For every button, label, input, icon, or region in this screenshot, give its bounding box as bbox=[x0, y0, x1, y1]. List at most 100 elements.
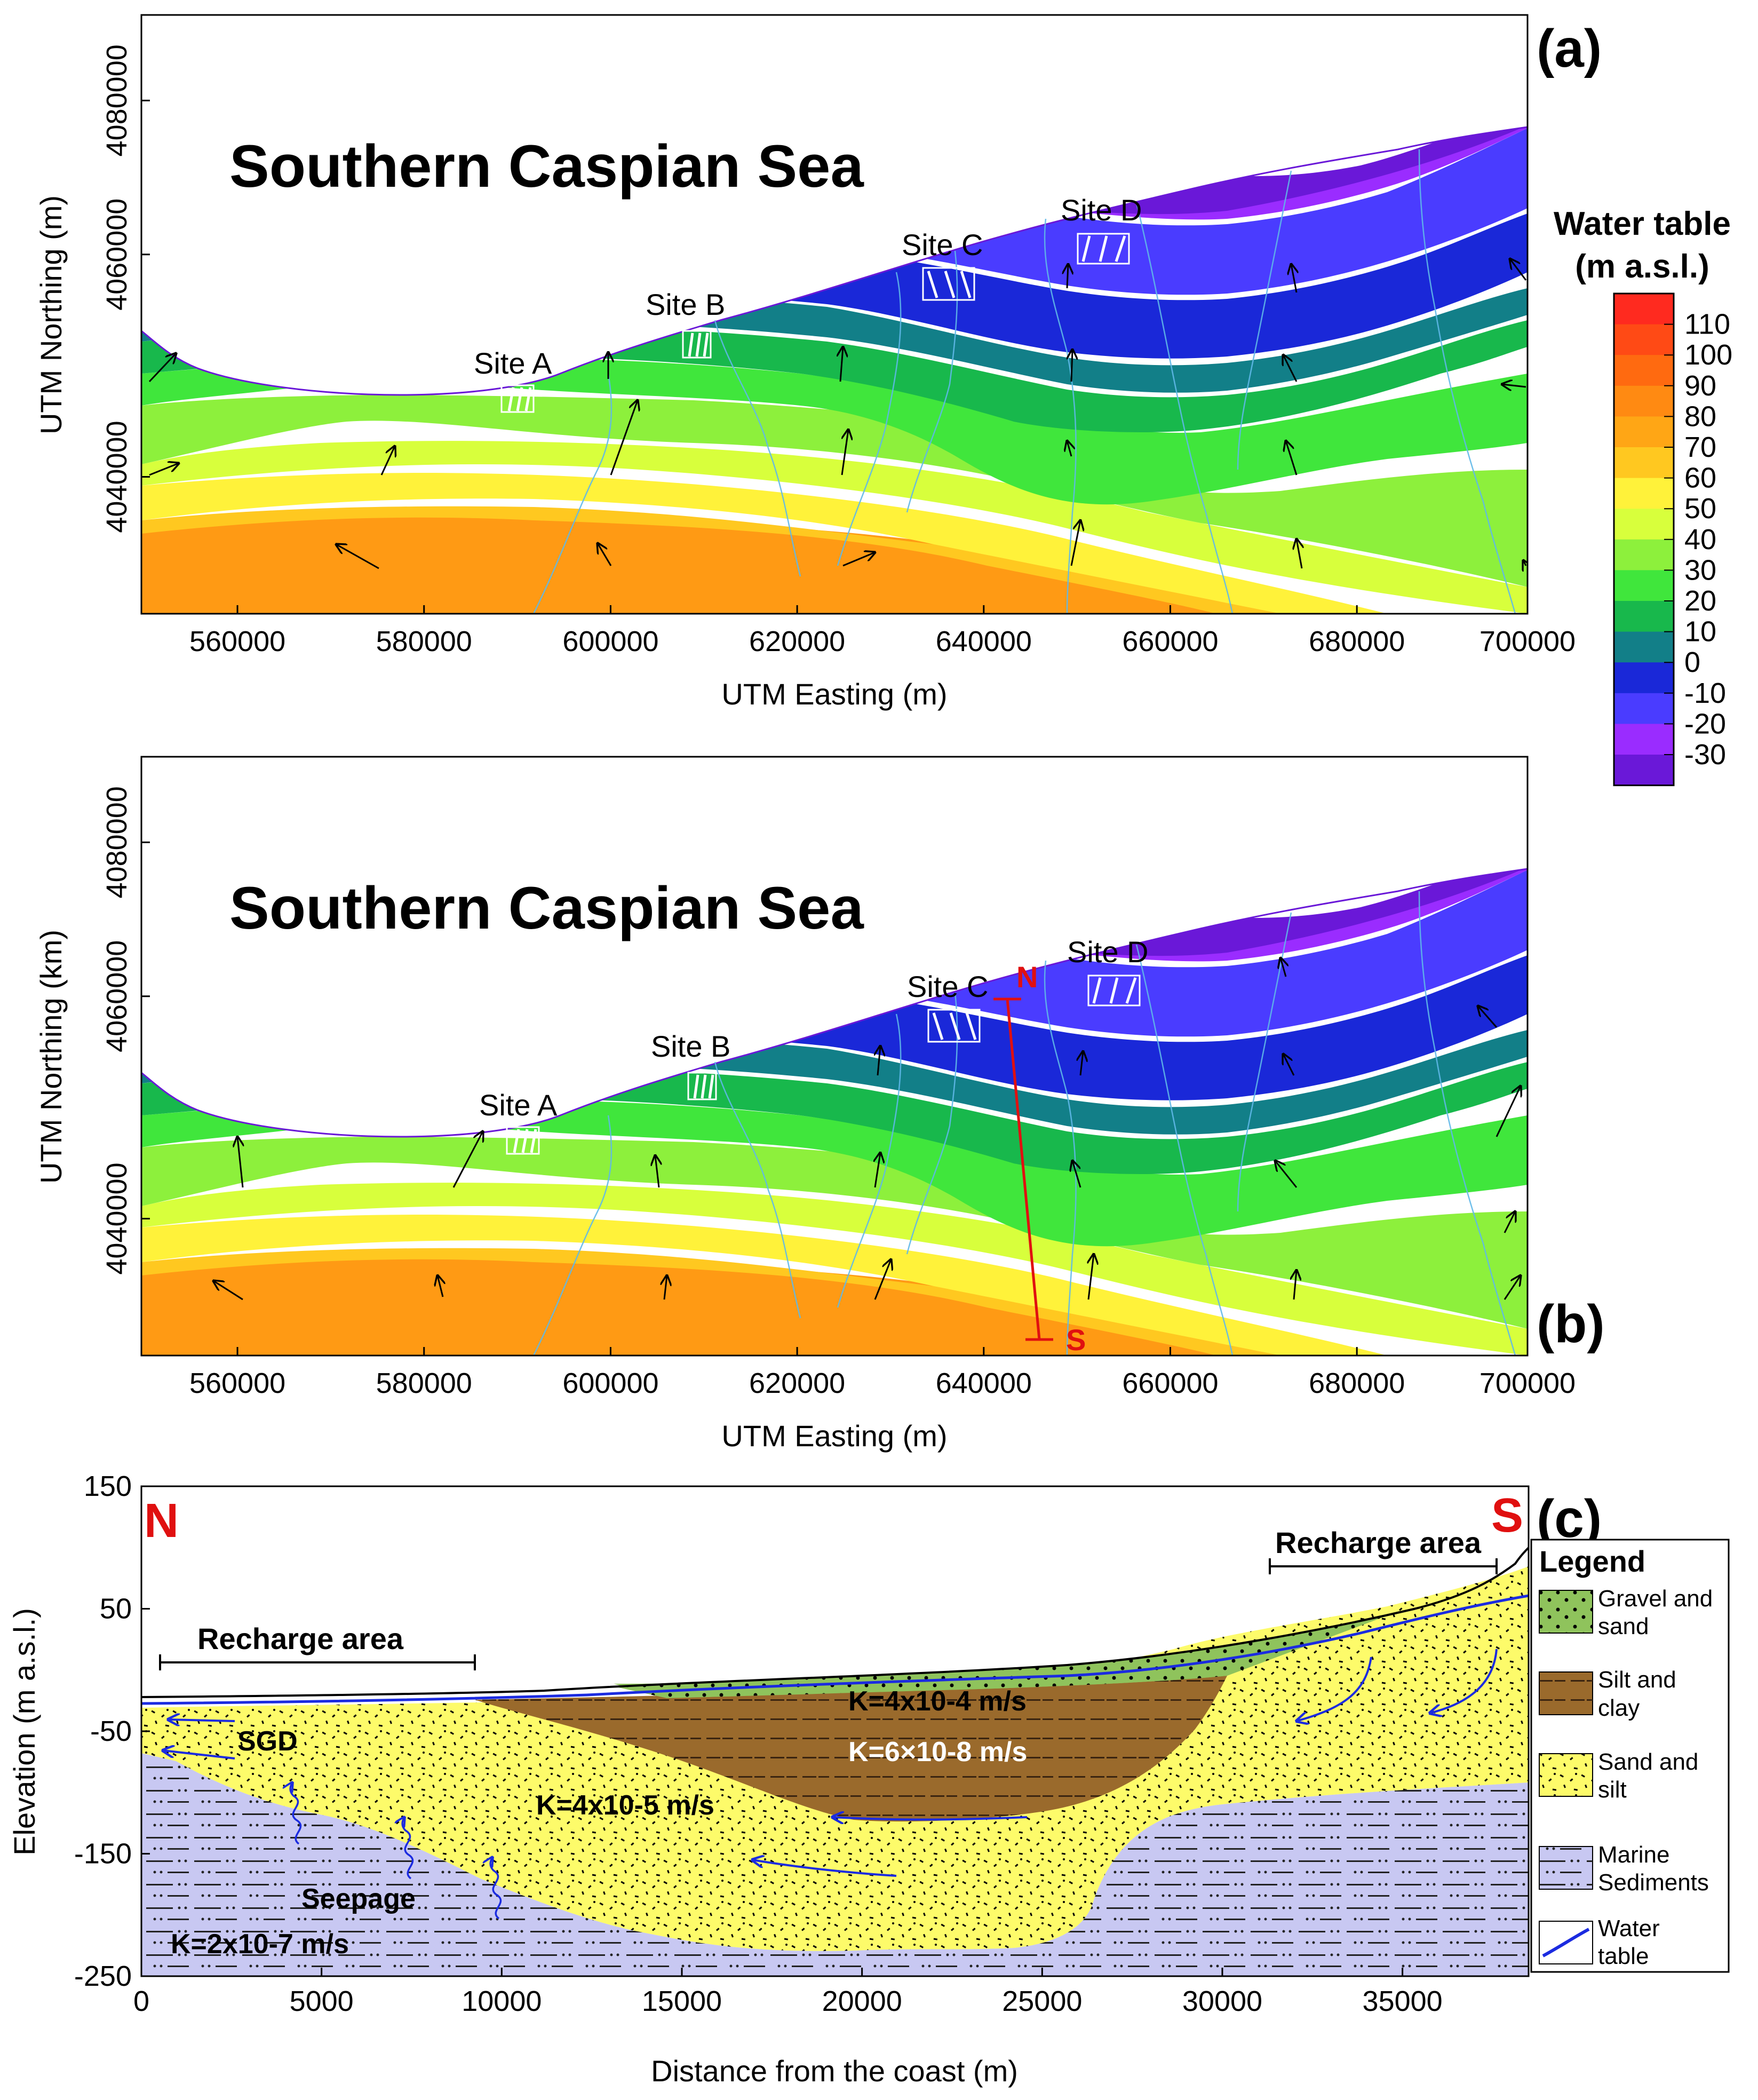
panel-a-site-b-label: Site B bbox=[646, 288, 725, 321]
x-tick-label: 680000 bbox=[1309, 625, 1405, 657]
x-tick-label: 580000 bbox=[376, 1367, 472, 1399]
legend-gravel-line2: sand bbox=[1598, 1613, 1649, 1639]
k-gravel-label: K=4x10-4 m/s bbox=[848, 1686, 1027, 1717]
colorbar-swatch bbox=[1614, 601, 1674, 632]
north-label: N bbox=[144, 1494, 179, 1548]
x-tick-label: 580000 bbox=[376, 625, 472, 657]
transect-south-label: S bbox=[1066, 1323, 1086, 1357]
colorbar-tick-label: 50 bbox=[1684, 493, 1716, 525]
colorbar-swatch bbox=[1614, 631, 1674, 663]
x-tick-label: 700000 bbox=[1479, 625, 1576, 657]
panel-c-xlabel: Distance from the coast (m) bbox=[651, 2054, 1018, 2088]
legend-item-gravel: Gravel and sand bbox=[1539, 1586, 1713, 1639]
x-tick-label: 620000 bbox=[749, 1367, 845, 1399]
panel-b-site-b-label: Site B bbox=[651, 1029, 730, 1063]
legend-item-silt: Silt and clay bbox=[1539, 1667, 1676, 1721]
colorbar-tick-label: -20 bbox=[1684, 708, 1726, 740]
colorbar-tick-label: 80 bbox=[1684, 400, 1716, 432]
recharge-area-left-label: Recharge area bbox=[197, 1622, 404, 1655]
legend-item-marine: Marine Sediments bbox=[1539, 1842, 1709, 1896]
colorbar-swatch bbox=[1614, 570, 1674, 601]
colorbar-swatch bbox=[1614, 294, 1674, 325]
colorbar-tick-label: 40 bbox=[1684, 524, 1716, 556]
x-tick-label: 35000 bbox=[1363, 1985, 1443, 2017]
x-tick-label: 660000 bbox=[1122, 1367, 1218, 1399]
k-marine-label: K=2x10-7 m/s bbox=[171, 1929, 349, 1960]
y-tick-label: 4040000 bbox=[101, 421, 133, 533]
x-tick-label: 0 bbox=[133, 1985, 149, 2017]
colorbar-tick-label: 60 bbox=[1684, 462, 1716, 494]
x-tick-label: 30000 bbox=[1182, 1985, 1262, 2017]
x-tick-label: 640000 bbox=[936, 625, 1032, 657]
y-tick-label: 4040000 bbox=[101, 1162, 133, 1274]
x-tick-label: 640000 bbox=[936, 1367, 1032, 1399]
recharge-area-right-label: Recharge area bbox=[1275, 1526, 1482, 1559]
x-tick-label: 560000 bbox=[189, 1367, 285, 1399]
x-tick-label: 15000 bbox=[642, 1985, 722, 2017]
colorbar-swatch bbox=[1614, 478, 1674, 509]
colorbar-swatch bbox=[1614, 724, 1674, 755]
k-silt-label: K=6×10-8 m/s bbox=[848, 1737, 1027, 1768]
south-label: S bbox=[1491, 1489, 1523, 1542]
colorbar-swatch bbox=[1614, 662, 1674, 694]
site-markers-b bbox=[506, 974, 1141, 1155]
panel-b-label: (b) bbox=[1537, 1294, 1605, 1354]
y-tick-label: 4060000 bbox=[101, 940, 133, 1052]
seepage-label: Seepage bbox=[301, 1883, 416, 1914]
colorbar-swatch bbox=[1614, 539, 1674, 570]
panel-a-water-table-map: (a) Southern Caspian Sea Site A Site B S… bbox=[34, 14, 1602, 711]
panel-a-site-d-label: Site D bbox=[1061, 193, 1142, 227]
colorbar-swatch bbox=[1614, 509, 1674, 540]
legend-sand-line2: silt bbox=[1598, 1777, 1627, 1803]
x-tick-label: 20000 bbox=[822, 1985, 902, 2017]
panel-a-site-a-label: Site A bbox=[474, 346, 552, 380]
y-tick-label: -150 bbox=[74, 1838, 132, 1870]
colorbar-swatch bbox=[1614, 416, 1674, 448]
x-tick-label: 660000 bbox=[1122, 625, 1218, 657]
colorbar-swatch bbox=[1614, 447, 1674, 479]
x-tick-label: 600000 bbox=[562, 625, 658, 657]
k-sand-label: K=4x10-5 m/s bbox=[536, 1790, 714, 1821]
colorbar-tick-label: -10 bbox=[1684, 677, 1726, 709]
panel-a-label: (a) bbox=[1537, 19, 1602, 78]
transect-north-label: N bbox=[1016, 960, 1038, 994]
panel-c-cross-section: Recharge area Recharge area N S K=4x10-4… bbox=[7, 1470, 1602, 2088]
colorbar-tick-label: 70 bbox=[1684, 431, 1716, 463]
colorbar-tick-label: 0 bbox=[1684, 646, 1700, 678]
colorbar-title-line2: (m a.s.l.) bbox=[1575, 248, 1709, 285]
x-tick-label: 620000 bbox=[749, 625, 845, 657]
panel-c-ylabel: Elevation (m a.s.l.) bbox=[7, 1608, 41, 1856]
water-table-colorbar: Water table (m a.s.l.) 110 100 90807060504… bbox=[1554, 205, 1732, 787]
panel-b-axis-ticks: 560000 580000 600000 620000 640000 660000 6800… bbox=[101, 786, 1576, 1399]
colorbar-tick-label: 10 bbox=[1684, 616, 1716, 648]
colorbar-tick-label: 20 bbox=[1684, 585, 1716, 617]
colorbar-tick-label: 90 bbox=[1684, 370, 1716, 402]
panel-c-axis-ticks: 0 5000 10000 15000 20000 25000 30000 35000 150 50… bbox=[74, 1470, 1443, 2017]
site-markers-a bbox=[500, 233, 1130, 413]
legend-item-water-table: Water table bbox=[1539, 1915, 1660, 1969]
x-tick-label: 25000 bbox=[1002, 1985, 1082, 2017]
panel-b-site-c-label: Site C bbox=[907, 970, 989, 1003]
x-tick-label: 700000 bbox=[1479, 1367, 1576, 1399]
panel-a-xlabel: UTM Easting (m) bbox=[721, 677, 947, 711]
legend-silt-line1: Silt and bbox=[1598, 1667, 1676, 1693]
colorbar-tick-label: 110 bbox=[1684, 308, 1730, 340]
panel-b-water-table-map: N S (b) Southern Caspian Sea Site A Site… bbox=[34, 756, 1605, 1453]
panel-b-site-a-label: Site A bbox=[479, 1088, 558, 1122]
water-table-line bbox=[141, 1594, 1529, 1705]
transect-line bbox=[993, 997, 1053, 1341]
y-tick-label: 4060000 bbox=[101, 199, 133, 311]
colorbar-title-line1: Water table bbox=[1554, 205, 1731, 242]
y-tick-label: 4080000 bbox=[101, 44, 133, 156]
x-tick-label: 600000 bbox=[562, 1367, 658, 1399]
colorbar-tick-label: 30 bbox=[1684, 554, 1716, 586]
panel-b-site-d-label: Site D bbox=[1067, 935, 1149, 969]
panel-a-axis-ticks: 560000 580000 600000 620000 640000 660000 6800… bbox=[101, 44, 1576, 657]
panel-b-ylabel: UTM Northing (km) bbox=[34, 930, 68, 1184]
panel-c-label: (c) bbox=[1537, 1489, 1602, 1549]
colorbar-swatch bbox=[1614, 324, 1674, 355]
y-tick-label: -250 bbox=[74, 1960, 132, 1992]
legend-water-line2: table bbox=[1598, 1943, 1649, 1969]
legend-marine-line2: Sediments bbox=[1598, 1869, 1709, 1896]
colorbar-swatch bbox=[1614, 355, 1674, 386]
